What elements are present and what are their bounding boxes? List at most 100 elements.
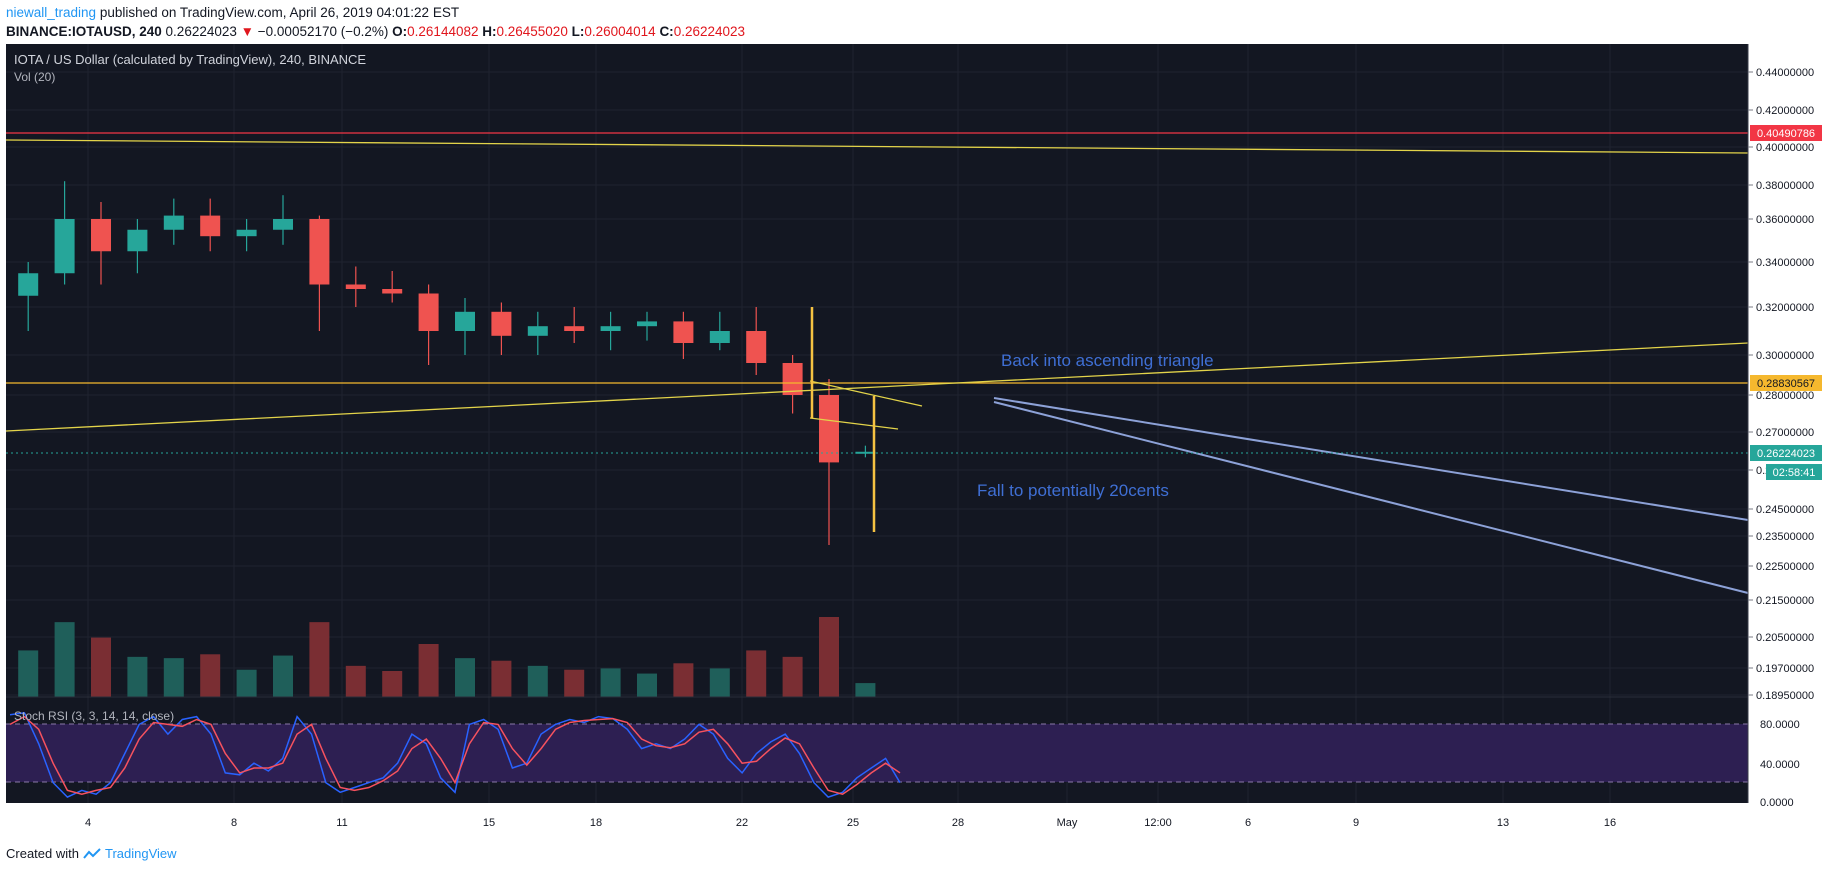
candle-body (309, 219, 330, 285)
volume-bar (564, 669, 585, 697)
volume-bar (418, 644, 439, 697)
projection-line-lower[interactable] (993, 401, 1749, 594)
y-tick-label: 0.44000000 (1756, 67, 1814, 79)
stoch-tick-label: 0.0000 (1760, 797, 1794, 809)
countdown: 02:58:41 (1773, 467, 1816, 479)
candle-body (491, 311, 512, 336)
flag-top-line[interactable] (809, 380, 923, 407)
y-tick-label: 0.27000000 (1756, 427, 1814, 439)
mark-resistance-bg (1750, 125, 1822, 141)
chart-background (6, 44, 1748, 803)
tradingview-brand[interactable]: TradingView (104, 846, 177, 861)
candle-body (855, 451, 876, 454)
close-label: C: (659, 24, 674, 39)
x-tick-label: 6 (1245, 817, 1251, 829)
created-with: Created with (6, 846, 79, 861)
volume-bar (18, 650, 39, 697)
author-link[interactable]: niewall_trading (6, 5, 97, 20)
volume-bar (54, 622, 75, 697)
x-tick-label: 13 (1497, 817, 1509, 829)
volume-bar (200, 654, 221, 697)
volume-bar (382, 671, 403, 697)
y-tick-label: 0.36000000 (1756, 214, 1814, 226)
publish-info: published on TradingView.com, April 26, … (99, 5, 460, 20)
candle-body (273, 219, 293, 230)
y-tick-label: 0.20500000 (1756, 632, 1814, 644)
volume-bar (782, 656, 803, 697)
low-value: 0.26004014 (584, 24, 656, 39)
y-tick-label: 0.42000000 (1756, 105, 1814, 117)
y-tick-label: 0.40000000 (1756, 142, 1814, 154)
x-tick-label: 12:00 (1144, 817, 1172, 829)
countdown-bg (1766, 464, 1822, 480)
flag-bottom-line[interactable] (809, 417, 899, 430)
x-tick-label: 9 (1353, 817, 1359, 829)
volume-bar (455, 658, 475, 697)
mark-resistance: 0.40490786 (1757, 128, 1815, 140)
close-value: 0.26224023 (673, 24, 746, 39)
publish-line: niewall_trading published on TradingView… (6, 3, 1816, 22)
projection-line-upper[interactable] (993, 397, 1749, 521)
candle-body (236, 229, 257, 237)
y-tick-label: 0.19700000 (1756, 663, 1814, 675)
volume-bar (600, 668, 621, 697)
y-tick-label: 0.23500000 (1756, 531, 1814, 543)
volume-bar (127, 656, 148, 697)
stoch-tick-label: 40.0000 (1760, 759, 1800, 771)
candle-body (18, 273, 39, 296)
candle-body (418, 293, 439, 331)
annotation-fall-target[interactable]: Fall to potentially 20cents (977, 481, 1169, 500)
annotation-ascending-triangle[interactable]: Back into ascending triangle (1001, 351, 1214, 370)
high-value: 0.26455020 (496, 24, 568, 39)
x-tick-label: 8 (231, 817, 237, 829)
x-tick-label: 15 (483, 817, 495, 829)
open-label: O: (392, 24, 408, 39)
candle-body (527, 326, 548, 336)
stoch-d-line (9, 715, 901, 796)
volume-bar (273, 655, 293, 697)
candle-body (382, 289, 403, 294)
volume-bar (91, 637, 111, 697)
x-tick-label: 18 (590, 817, 602, 829)
stoch-rsi-pane (6, 696, 1748, 799)
candle-body (782, 363, 803, 395)
x-tick-label: 16 (1604, 817, 1616, 829)
low-label: L: (571, 24, 585, 39)
candle-body (163, 215, 184, 230)
upper-trendline[interactable] (5, 139, 1749, 154)
mark-support-bg (1750, 375, 1822, 391)
chart-header: niewall_trading published on TradingView… (6, 3, 1816, 43)
y-tick-label: 0.32000000 (1756, 302, 1814, 314)
high-label: H: (482, 24, 497, 39)
chart-title: IOTA / US Dollar (calculated by TradingV… (14, 52, 366, 67)
y-tick-label: 0.34000000 (1756, 257, 1814, 269)
volume-bar (819, 617, 839, 697)
volume-bar (163, 658, 184, 697)
candle-body (200, 215, 221, 237)
down-arrow-icon: ▼ (240, 24, 255, 39)
x-tick-label: 4 (85, 817, 91, 829)
mark-last: 0.26224023 (1757, 448, 1815, 460)
x-tick-label: 28 (952, 817, 964, 829)
candle-body (819, 395, 839, 463)
ascending-trendline[interactable] (5, 342, 1749, 432)
grid (6, 44, 1748, 803)
stoch-title: Stoch RSI (3, 3, 14, 14, close) (14, 709, 174, 723)
y-tick-label: 0.22500000 (1756, 561, 1814, 573)
volume-bar (309, 622, 330, 697)
last-price: 0.26224023 (165, 24, 237, 39)
candle-body (746, 331, 767, 363)
y-tick-label: 0.21500000 (1756, 595, 1814, 607)
volume-bar (491, 660, 512, 697)
volume-bar (855, 683, 876, 697)
price-axis[interactable]: 0.44000000 0.42000000 0.40000000 0.38000000… (1748, 67, 1814, 809)
x-tick-label: May (1057, 817, 1078, 829)
volume-bar (236, 669, 257, 697)
candle-body (91, 219, 111, 252)
volume-bar (746, 650, 767, 697)
candle-body (54, 219, 75, 274)
y-tick-label: 0.24500000 (1756, 504, 1814, 516)
candle-body (637, 321, 657, 327)
time-axis[interactable]: 4 8 11 15 18 22 25 28 May 12:00 6 9 13 16 (85, 817, 1616, 829)
